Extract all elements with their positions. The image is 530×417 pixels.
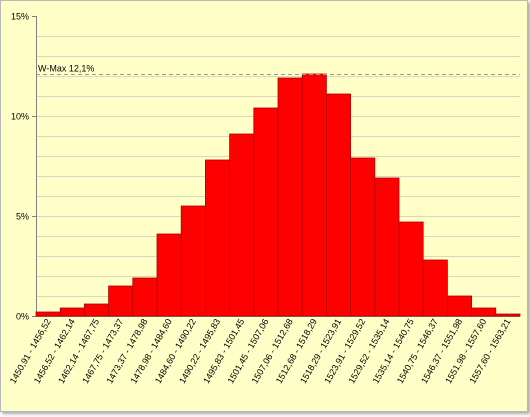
histogram-bar — [471, 307, 497, 317]
histogram-bar — [180, 205, 206, 317]
histogram-bar — [350, 157, 376, 317]
histogram-bar — [398, 221, 424, 317]
histogram-bar — [84, 303, 110, 317]
y-tick-label: 10% — [11, 112, 29, 122]
histogram-bar — [277, 77, 303, 317]
histogram-bar — [495, 313, 521, 317]
histogram-bar — [132, 277, 158, 317]
y-tick-label: 15% — [11, 12, 29, 22]
histogram-bar — [325, 93, 351, 317]
y-tick-label: 0% — [16, 312, 29, 322]
histogram-bar — [374, 177, 400, 317]
histogram-bar — [59, 307, 85, 317]
histogram-bar — [229, 133, 255, 317]
histogram-bar — [35, 311, 61, 317]
histogram-bar — [108, 285, 134, 317]
histogram-bar — [204, 159, 230, 317]
max-annotation-label: W-Max 12,1% — [38, 64, 94, 74]
histogram-bar — [422, 259, 448, 317]
histogram-bar — [301, 73, 327, 317]
histogram-bar — [446, 295, 472, 317]
y-tick-label: 5% — [16, 212, 29, 222]
histogram-bar — [156, 233, 182, 317]
histogram-bar — [253, 107, 279, 317]
